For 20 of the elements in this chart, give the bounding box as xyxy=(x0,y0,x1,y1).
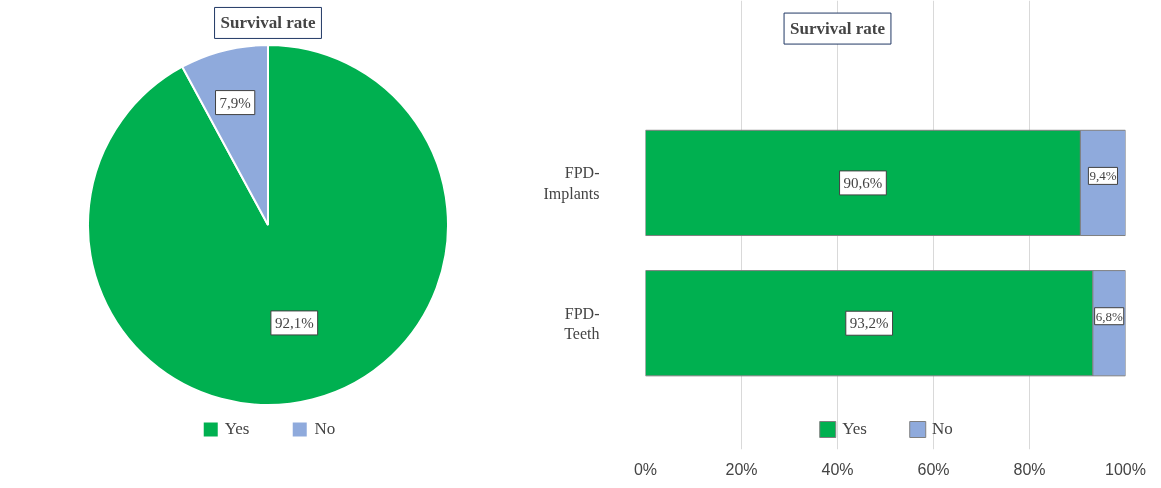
data-label: 7,9% xyxy=(219,94,251,111)
data-label: 90,6% xyxy=(843,174,883,191)
legend-label: No xyxy=(314,419,336,439)
data-label: 93,2% xyxy=(849,315,889,332)
y-tick-label: FPD-Teeth xyxy=(564,304,600,342)
x-tick-label: 100% xyxy=(1105,460,1146,478)
x-tick-label: 20% xyxy=(725,460,758,478)
y-tick-label: FPD-Implants xyxy=(543,164,600,203)
legend-label: No xyxy=(931,419,953,439)
data-label: 9,4% xyxy=(1089,168,1117,184)
text: Survival rate xyxy=(790,19,886,39)
chart-title: Survival rate xyxy=(220,13,316,33)
data-label: 92,1% xyxy=(274,314,314,331)
legend-label: Yes xyxy=(842,419,867,439)
x-tick-label: 0% xyxy=(633,460,658,478)
x-tick-label: 40% xyxy=(821,460,854,478)
legend-label: Yes xyxy=(224,419,250,439)
x-tick-label: 80% xyxy=(1013,460,1046,478)
x-tick-label: 60% xyxy=(917,460,950,478)
data-label: 6,8% xyxy=(1095,308,1123,324)
